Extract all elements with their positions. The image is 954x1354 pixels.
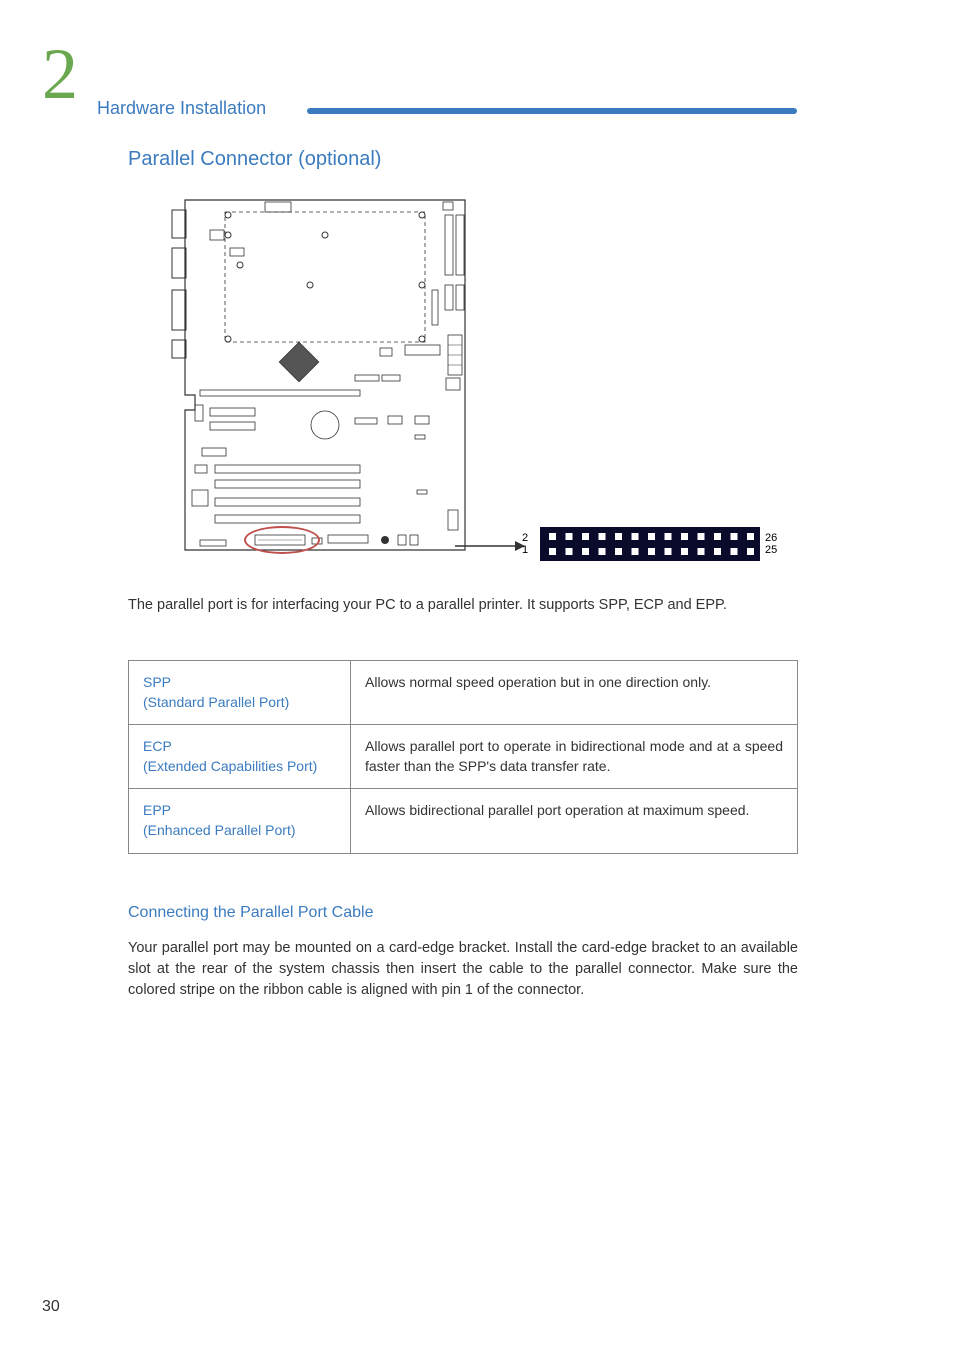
parallel-connector-block: [540, 527, 760, 561]
pin-labels-left: 2 1: [522, 532, 528, 556]
mode-full: (Extended Capabilities Port): [143, 757, 336, 777]
mode-full: (Standard Parallel Port): [143, 693, 336, 713]
page-number: 30: [42, 1298, 60, 1316]
motherboard-diagram: [170, 190, 480, 560]
pin-2-label: 2: [522, 532, 528, 544]
sub-heading: Connecting the Parallel Port Cable: [128, 904, 373, 922]
mode-abbr: EPP: [143, 801, 336, 821]
chapter-number: 2: [42, 38, 78, 110]
header-title: Hardware Installation: [97, 98, 266, 118]
intro-paragraph: The parallel port is for interfacing you…: [128, 595, 798, 616]
section-title: Parallel Connector (optional): [128, 148, 381, 171]
table-row: ECP(Extended Capabilities Port)Allows pa…: [129, 725, 798, 789]
description-cell: Allows normal speed operation but in one…: [351, 661, 798, 725]
mode-abbr: ECP: [143, 737, 336, 757]
mode-cell: ECP(Extended Capabilities Port): [129, 725, 351, 789]
pin-1-label: 1: [522, 544, 528, 556]
table-row: EPP(Enhanced Parallel Port)Allows bidire…: [129, 789, 798, 853]
description-cell: Allows bidirectional parallel port opera…: [351, 789, 798, 853]
motherboard-svg: [170, 190, 480, 560]
pin-labels-right: 26 25: [765, 532, 777, 556]
pin-25-label: 25: [765, 544, 777, 556]
header-divider: [307, 108, 797, 114]
callout-arrow: [455, 540, 525, 552]
mode-table: SPP(Standard Parallel Port)Allows normal…: [128, 660, 798, 854]
pin-26-label: 26: [765, 532, 777, 544]
mode-abbr: SPP: [143, 673, 336, 693]
description-cell: Allows parallel port to operate in bidir…: [351, 725, 798, 789]
mode-full: (Enhanced Parallel Port): [143, 821, 336, 841]
instructions-paragraph: Your parallel port may be mounted on a c…: [128, 938, 798, 1001]
mode-cell: SPP(Standard Parallel Port): [129, 661, 351, 725]
table-row: SPP(Standard Parallel Port)Allows normal…: [129, 661, 798, 725]
mode-cell: EPP(Enhanced Parallel Port): [129, 789, 351, 853]
connector-highlight-circle: [244, 526, 320, 554]
